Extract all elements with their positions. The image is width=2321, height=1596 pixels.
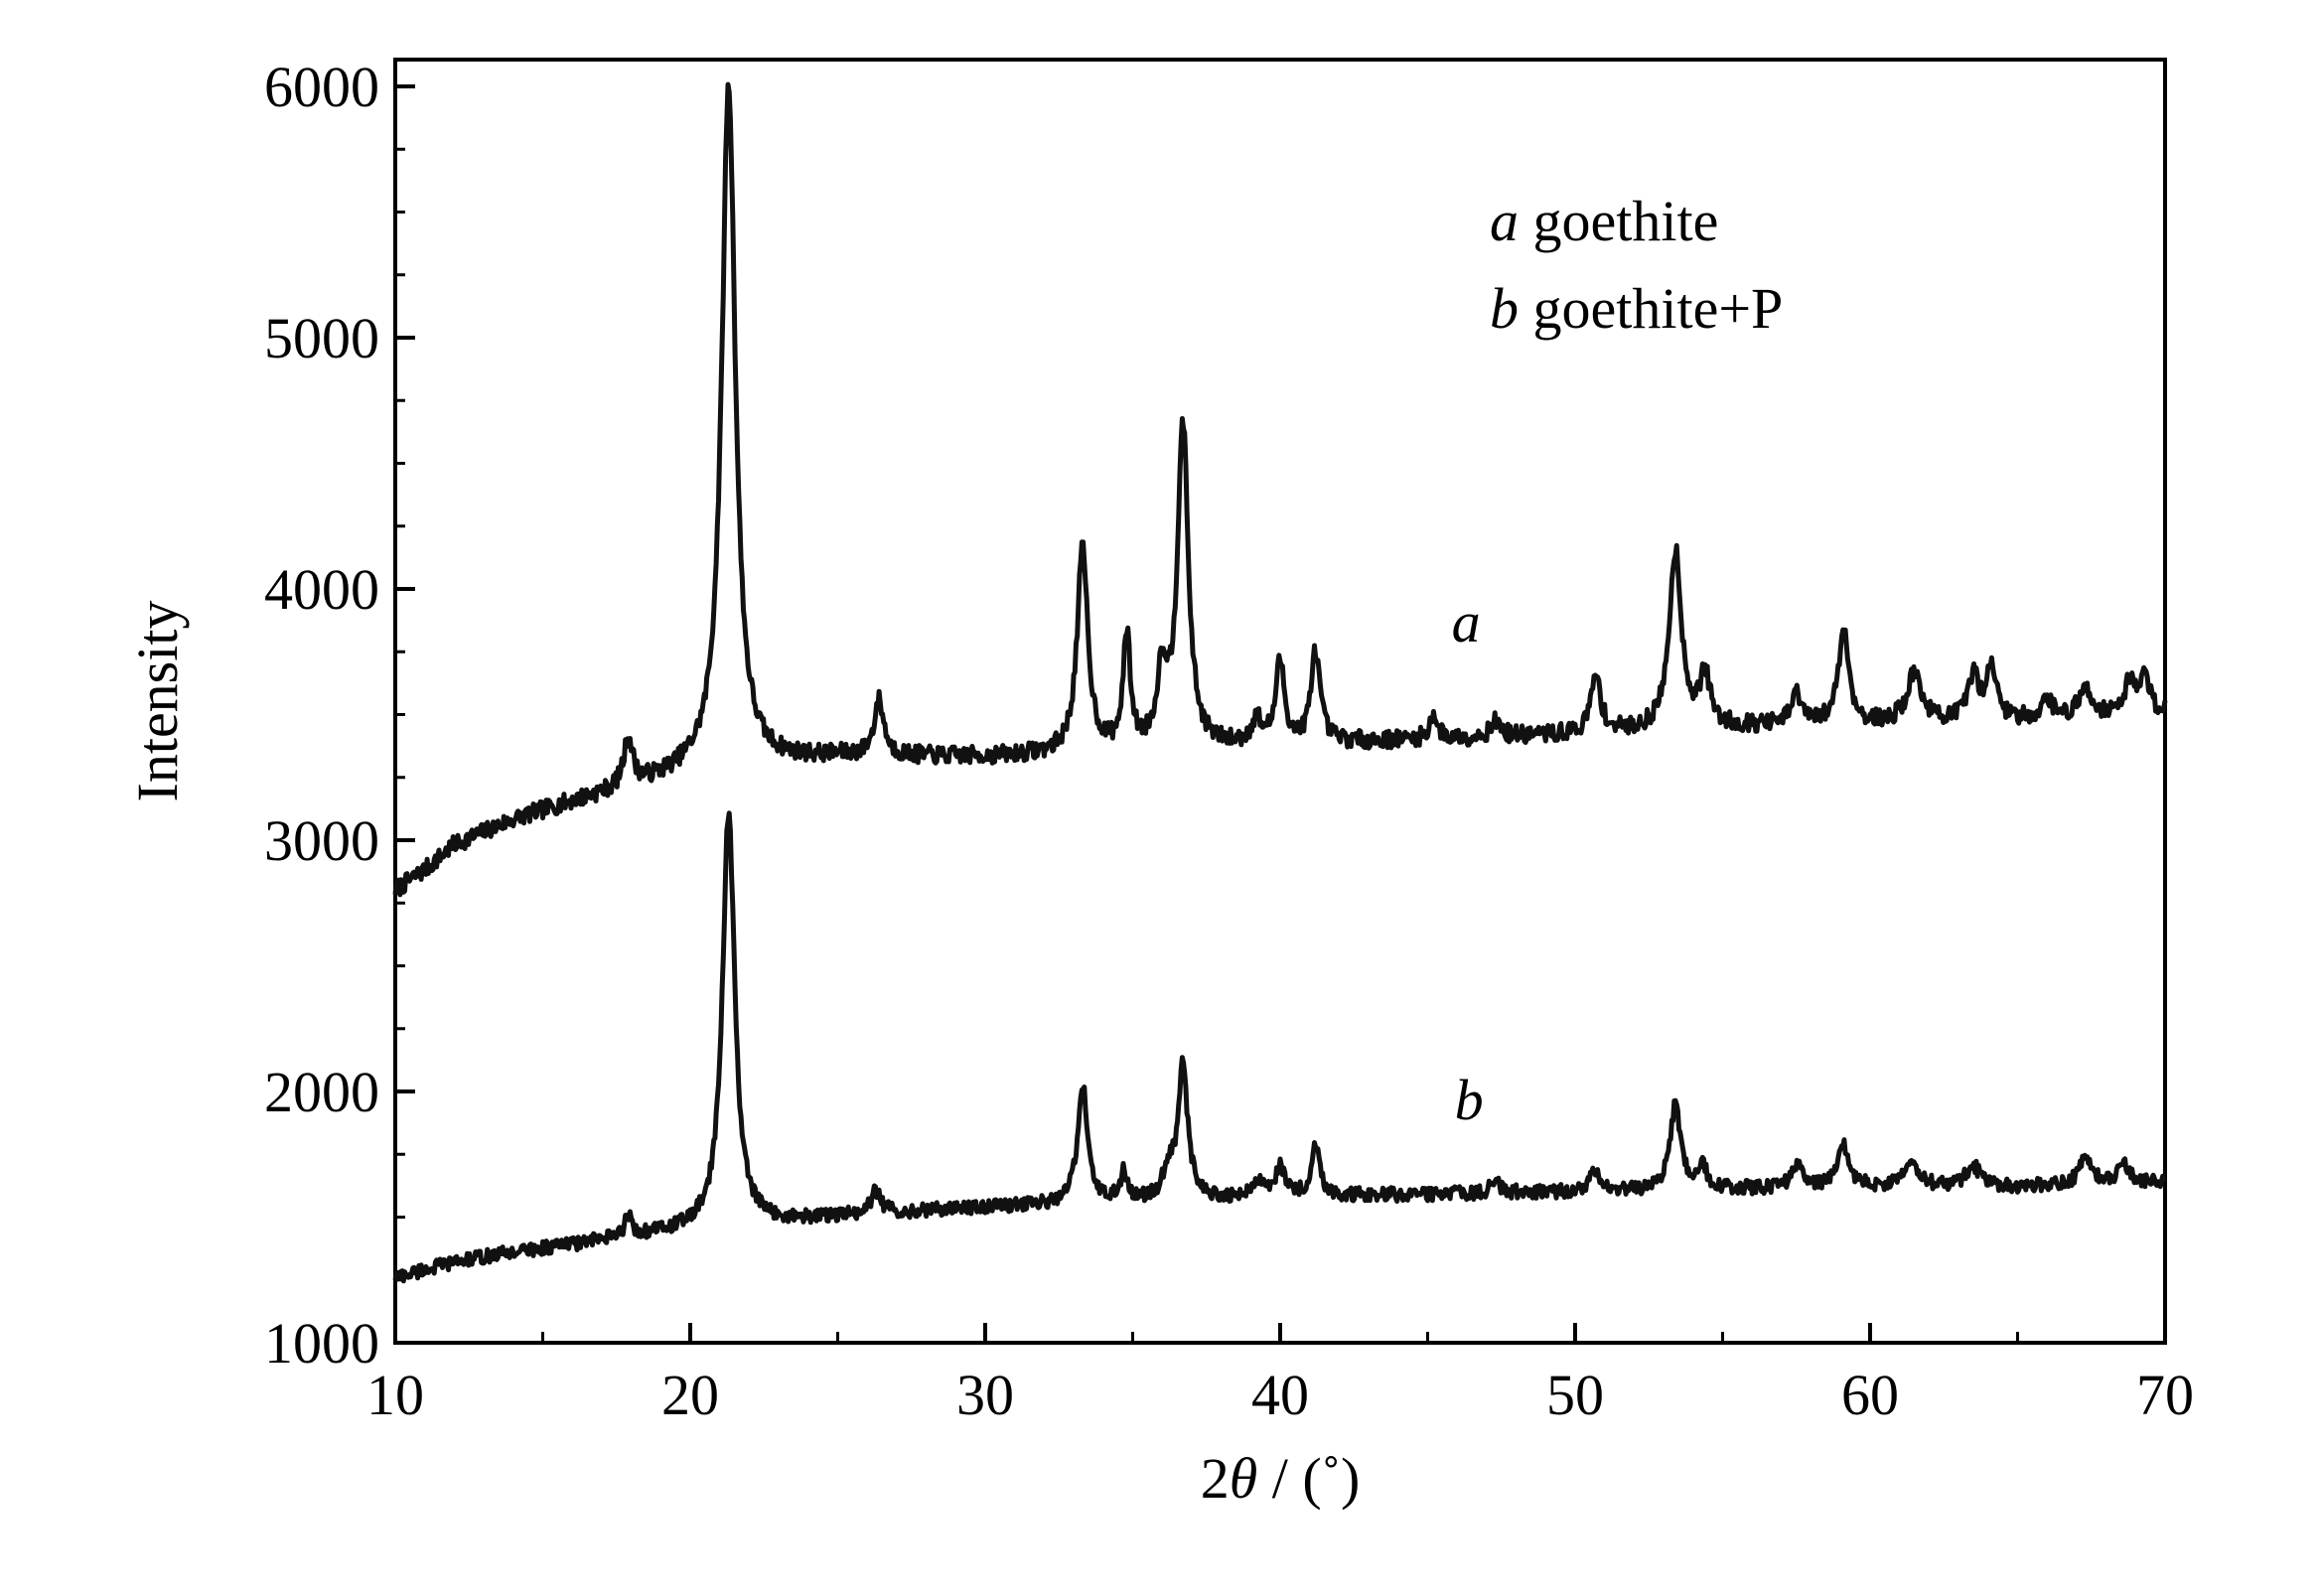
- legend-label-b: goethite+P: [1533, 276, 1784, 341]
- x-tick-label: 50: [1546, 1363, 1604, 1427]
- legend-entry-b: b goethite+P: [1490, 276, 1783, 341]
- legend-key-b: b: [1490, 276, 1519, 341]
- y-tick-label: 4000: [264, 557, 379, 622]
- y-tick-label: 6000: [264, 55, 379, 119]
- x-axis-title-symbol: θ: [1230, 1446, 1258, 1511]
- x-axis-title: 2θ / (˚): [1201, 1446, 1361, 1511]
- legend-label-a: goethite: [1533, 189, 1719, 253]
- axis-ticks: [393, 84, 2167, 1345]
- y-axis-title: Intensity: [125, 601, 190, 802]
- y-tick-label: 5000: [264, 306, 379, 370]
- x-tick-label: 20: [661, 1363, 719, 1427]
- x-tick-label: 10: [366, 1363, 424, 1427]
- x-tick-label: 30: [956, 1363, 1014, 1427]
- legend: a goethite b goethite+P: [1490, 189, 1783, 341]
- x-tick-label: 40: [1251, 1363, 1309, 1427]
- y-tick-label: 1000: [264, 1311, 379, 1376]
- series-line-b: [392, 810, 2167, 1284]
- x-axis-title-prefix: 2: [1201, 1446, 1230, 1511]
- legend-entry-a: a goethite: [1490, 189, 1718, 253]
- x-tick-label: 60: [1841, 1363, 1899, 1427]
- tick-labels: 10 20 30 40 50 60 70 1000 2000 3000 4000 5000 6000: [264, 55, 2194, 1427]
- legend-key-a: a: [1490, 189, 1519, 253]
- series-layer: ab: [392, 81, 2168, 1284]
- x-tick-label: 70: [2136, 1363, 2194, 1427]
- y-tick-label: 2000: [264, 1060, 379, 1124]
- series-label-a: a: [1452, 590, 1481, 654]
- series-line-a: [392, 81, 2168, 898]
- y-tick-label: 3000: [264, 808, 379, 873]
- x-axis-title-suffix: / (˚): [1257, 1446, 1360, 1511]
- series-label-b: b: [1455, 1068, 1484, 1132]
